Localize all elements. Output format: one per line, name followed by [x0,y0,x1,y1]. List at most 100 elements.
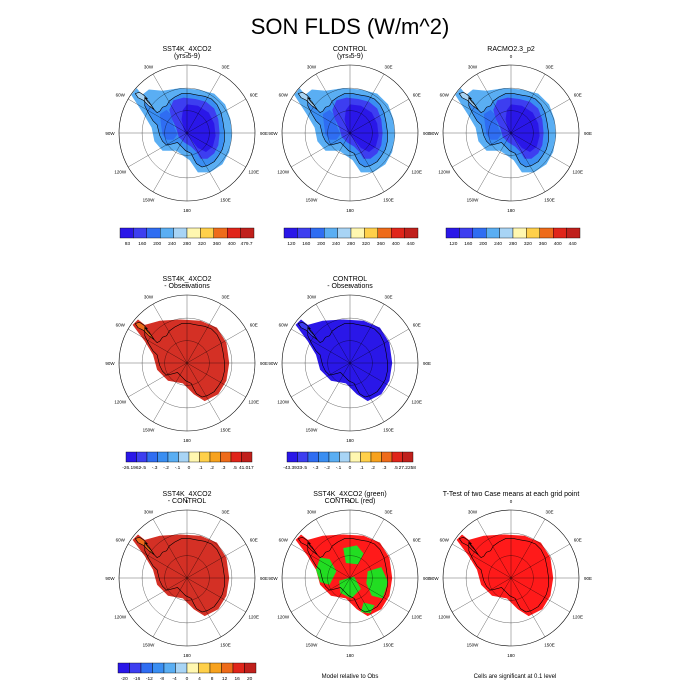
meridian [476,132,512,192]
colorbar-box [350,227,365,239]
meridian [452,132,512,168]
colorbar-box [220,451,232,463]
colorbar-box [133,227,147,239]
longitude-label: 60W [279,93,289,98]
longitude-label: 150W [143,198,156,203]
longitude-label: 120E [248,615,259,620]
colorbar-label: -20 [121,676,128,682]
longitude-label: 150E [544,198,555,203]
longitude-label: 30E [221,509,229,514]
longitude-label: 150W [306,428,319,433]
meridian [291,98,351,134]
panel-subtitle: (yrs 5-9) [174,53,200,60]
longitude-label: 30W [468,509,478,514]
panel-subtitle: CONTROL (red) [325,498,376,505]
significant-fill [456,534,554,617]
meridian [349,98,409,134]
colorbar-box [553,227,567,239]
meridian [476,577,512,637]
longitude-label: 30W [307,294,317,299]
meridian [152,519,188,579]
panel-title: SST4K_4XCO2 [162,46,211,53]
meridian [510,132,546,192]
longitude-label: 60E [250,323,258,328]
longitude-label: 30W [468,64,478,69]
colorbar-box [391,227,405,239]
colorbar-box [499,227,514,239]
longitude-label: 60E [413,538,421,543]
parallel [141,87,233,179]
longitude-label: 120W [114,170,127,175]
colorbar-box [213,227,228,239]
colorbar-label: 16 [235,676,241,682]
colorbar-label: .5 [394,465,398,471]
meridian [186,543,246,579]
colorbar-label: 440 [407,241,415,247]
colorbar-label: 0 [188,465,191,471]
panel-p7: SST4K_4XCO2 (green)CONTROL (red)0 30E 60E 9… [268,491,431,658]
colorbar-label: 0 [186,676,189,682]
colorbar-box [152,662,165,674]
colorbar-box [188,451,200,463]
colorbar-box [173,227,188,239]
longitude-label: 120E [411,170,422,175]
panel-p3: RACMO2.3_p20 30E 60E 90E 120E 150E 180 150W 120W… [429,46,592,213]
longitude-label: 90W [105,361,115,366]
colorbar-label: 4 [198,676,201,682]
meridian [452,98,512,134]
colorbar-box [157,451,169,463]
colorbar-box [186,662,199,674]
parallel [304,532,396,624]
east-core-fill [181,104,216,152]
panel-subtitle: (yrs 5-9) [337,53,363,60]
parallel [488,110,534,156]
colorbars: 93 160 200 240 280 320 360 400 479.7 120 160 200 240… [117,227,581,682]
longitude-label: 30W [144,64,154,69]
longitude-label: 120E [248,400,259,405]
colorbar-box [526,227,541,239]
note-model-relative: Model relative to Obs [322,674,379,680]
colorbar-label: 320 [524,241,532,247]
panels: SST4K_4XCO2(yrs 5-9)030E60E90E120E150E18… [105,46,592,658]
meridian [510,543,570,579]
longitude-label: 30W [307,509,317,514]
longitude-label: 60W [279,538,289,543]
longitude-label: 60E [413,323,421,328]
colorbar-cb2: 120 160 200 240 280 320 360 400 440 [283,227,419,247]
colorbar-cb6: -20 -16 -12 -8 -4 0 4 8 12 16 20 [117,662,257,682]
colorbar-box [241,451,253,463]
meridian [349,519,385,579]
colorbar-label: 20 [247,676,253,682]
parallel [327,555,373,601]
meridian [349,577,409,613]
colorbar-label: 320 [362,241,370,247]
west-fill [322,109,341,140]
meridian [128,577,188,613]
west-fill [483,109,502,140]
meridian [349,328,409,364]
colorbar-label: -.1 [336,465,342,471]
colorbar-label: .1 [359,465,363,471]
panel-title: SST4K_4XCO2 [162,276,211,283]
meridian [315,519,351,579]
longitude-label: 180 [183,208,191,213]
colorbar-box [360,451,372,463]
meridian [349,132,385,192]
meridian [128,543,188,579]
panel-title: CONTROL [333,276,367,283]
colorbar-label: .1 [198,465,202,471]
meridian [128,362,188,398]
longitude-label: 30E [221,64,229,69]
meridian [315,132,351,192]
colorbar-label: -.2 [163,465,169,471]
meridian [186,98,246,134]
longitude-label: 60E [250,93,258,98]
meridian [291,577,351,613]
colorbar-box [136,451,148,463]
colorbar-cb5: -43.3933 -.5 -.3 -.2 -.1 0 .1 .2 .3 .5 27.2258 [283,451,416,471]
colorbar-box [167,451,179,463]
longitude-label: 120E [411,400,422,405]
parallel [304,87,396,179]
colorbar-label: 200 [317,241,325,247]
